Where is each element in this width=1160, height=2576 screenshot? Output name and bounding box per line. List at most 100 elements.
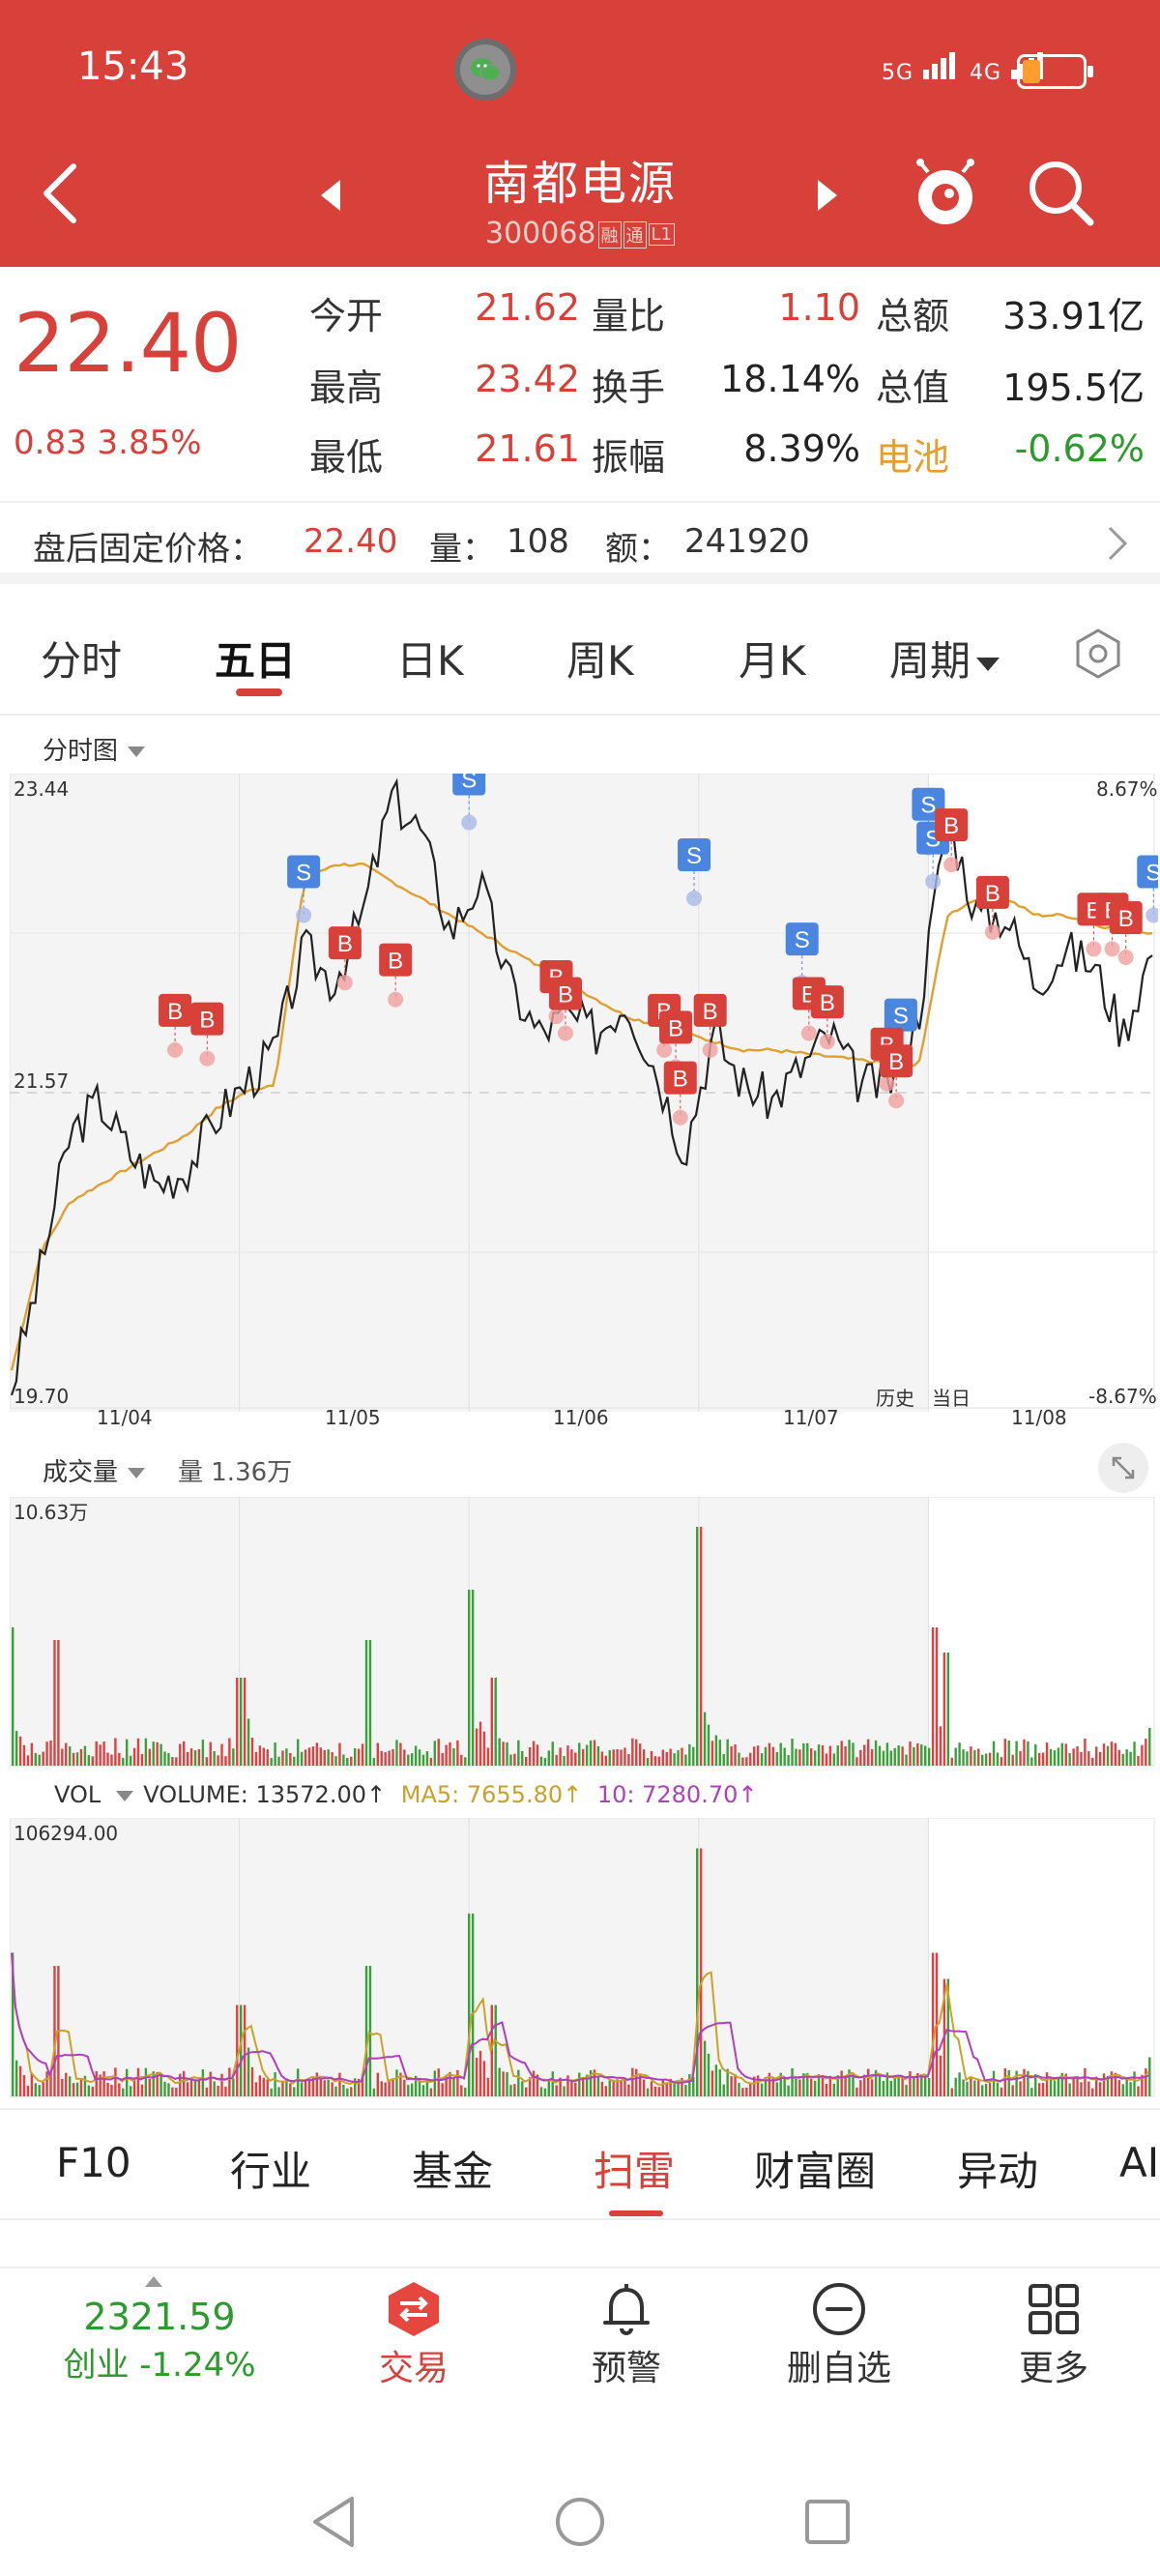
volume-value: 量 1.36万: [178, 1458, 293, 1487]
vol-indicator-chart[interactable]: [10, 1818, 1158, 2098]
volume-bar: [471, 1590, 475, 1766]
tab-ai[interactable]: AI: [1119, 2139, 1160, 2186]
volume-bar: [749, 1752, 752, 1766]
volume-bar-chart[interactable]: [10, 1497, 1158, 1768]
tab-unusual-moves[interactable]: 异动: [957, 2148, 1039, 2195]
marker-label: S: [795, 927, 810, 953]
volume-bar: [490, 1678, 493, 1766]
tab-weekly-k[interactable]: 周K: [566, 637, 634, 685]
nav-back-icon[interactable]: [309, 2495, 358, 2549]
volume-bar: [437, 1739, 440, 1766]
volume-bar: [307, 1747, 311, 1766]
volume-bar: [421, 1754, 425, 1766]
remove-watchlist-label[interactable]: 删自选: [786, 2349, 891, 2388]
tab-monthly-k[interactable]: 月K: [739, 637, 806, 685]
battery-icon: [1017, 54, 1093, 89]
index-value[interactable]: 2321.59: [83, 2296, 236, 2338]
remove-watchlist-icon[interactable]: [810, 2280, 868, 2338]
trade-icon[interactable]: [385, 2280, 443, 2338]
volume-bar: [852, 1742, 855, 1766]
tab-intraday[interactable]: 分时: [41, 637, 123, 685]
tab-daily-k[interactable]: 日K: [396, 637, 464, 685]
nav-home-icon[interactable]: [553, 2495, 607, 2549]
tab-risk-scan[interactable]: 扫雷: [594, 2148, 676, 2195]
volume-bar: [175, 2087, 178, 2096]
after-hours-row[interactable]: 盘后固定价格： 22.40 量： 108 额： 241920: [0, 501, 1160, 584]
volume-bar: [486, 2077, 490, 2096]
volume-bar: [285, 2078, 288, 2096]
volume-bar: [745, 1757, 748, 1766]
tab-five-day[interactable]: 五日: [215, 637, 297, 685]
tab-f10[interactable]: F10: [56, 2139, 131, 2186]
expand-icon[interactable]: [1098, 1443, 1148, 1493]
chart-settings-icon[interactable]: [1071, 627, 1125, 681]
volume-bar: [502, 2071, 505, 2096]
volume-bar: [1141, 1744, 1144, 1766]
vol-indicator-header[interactable]: VOL VOLUME: 13572.00↑ MA5: 7655.80↑ 10: 7…: [54, 1781, 757, 1808]
volume-bar: [521, 2081, 524, 2096]
volume-bar: [528, 1746, 532, 1766]
bell-icon[interactable]: [597, 2280, 655, 2338]
volume-bar: [889, 2080, 892, 2096]
volume-bar: [973, 2080, 976, 2096]
marker-dot: [461, 814, 478, 831]
volume-bar: [574, 2082, 577, 2096]
volume-bar: [72, 2083, 75, 2096]
search-icon[interactable]: [1025, 157, 1098, 230]
more-grid-icon[interactable]: [1025, 2280, 1083, 2338]
volume-bar: [734, 2074, 737, 2096]
five-day-price-chart[interactable]: BBSBBSBBSBBBBSBBSBBSSBBBBBS: [10, 774, 1158, 1412]
volume-bar: [631, 2067, 634, 2096]
marker-dot: [888, 1093, 905, 1109]
tab-wealth-circle[interactable]: 财富圈: [754, 2148, 877, 2195]
back-button[interactable]: [39, 159, 85, 228]
volume-bar: [578, 1742, 581, 1766]
sector-label[interactable]: 电池: [876, 436, 950, 479]
volume-bar: [942, 1653, 946, 1766]
volume-bar: [939, 2055, 942, 2096]
nav-recents-icon[interactable]: [802, 2497, 853, 2547]
volume-bar: [1145, 1739, 1147, 1766]
tab-fund[interactable]: 基金: [412, 2148, 494, 2195]
volume-bar: [338, 1742, 341, 1766]
volume-bar: [1030, 2088, 1033, 2096]
volume-bar: [699, 1527, 703, 1766]
marker-box: [693, 993, 727, 1027]
volume-bar: [297, 1739, 300, 1766]
index-change[interactable]: 创业 -1.24%: [63, 2346, 256, 2385]
volume-selector[interactable]: 成交量: [43, 1452, 146, 1488]
volume-bar: [167, 2083, 170, 2096]
volume-bar: [992, 1741, 996, 1766]
marker-dot: [672, 1109, 688, 1126]
volume-bar: [126, 1739, 129, 1766]
trade-label[interactable]: 交易: [378, 2349, 449, 2388]
mascot-assistant-icon[interactable]: [913, 159, 978, 228]
volume-bar: [293, 2087, 296, 2096]
volume-bar: [304, 2079, 307, 2096]
volume-bar: [1137, 2086, 1140, 2096]
y-axis-mid-label: 21.57: [14, 1069, 70, 1093]
tab-industry[interactable]: 行业: [230, 2148, 312, 2195]
volume-bar: [559, 2077, 562, 2096]
volume-bar: [22, 1744, 26, 1766]
chart-type-selector[interactable]: 分时图: [43, 731, 146, 767]
caret-up-icon[interactable]: [145, 2276, 162, 2287]
volume-bar: [140, 2084, 144, 2096]
volume-bar: [992, 2070, 996, 2096]
next-stock-arrow-icon[interactable]: [818, 180, 837, 211]
sell-marker: S: [678, 838, 711, 907]
volume-bar: [179, 1743, 182, 1766]
more-label[interactable]: 更多: [1018, 2349, 1088, 2388]
alert-label[interactable]: 预警: [591, 2349, 661, 2388]
volume-bar: [806, 1742, 809, 1766]
volume-bar: [566, 1745, 569, 1766]
volume-bar: [768, 1742, 771, 1766]
volume-bar: [87, 1755, 91, 1766]
wechat-notification-icon: [454, 39, 516, 101]
previous-stock-arrow-icon[interactable]: [321, 180, 340, 211]
volume-bar: [779, 2072, 782, 2096]
volume-bar: [1000, 1757, 1003, 1766]
tab-period[interactable]: 周期: [889, 629, 1000, 688]
vol-indicator-name: VOL: [54, 1781, 102, 1808]
caret-down-icon: [116, 1790, 134, 1801]
